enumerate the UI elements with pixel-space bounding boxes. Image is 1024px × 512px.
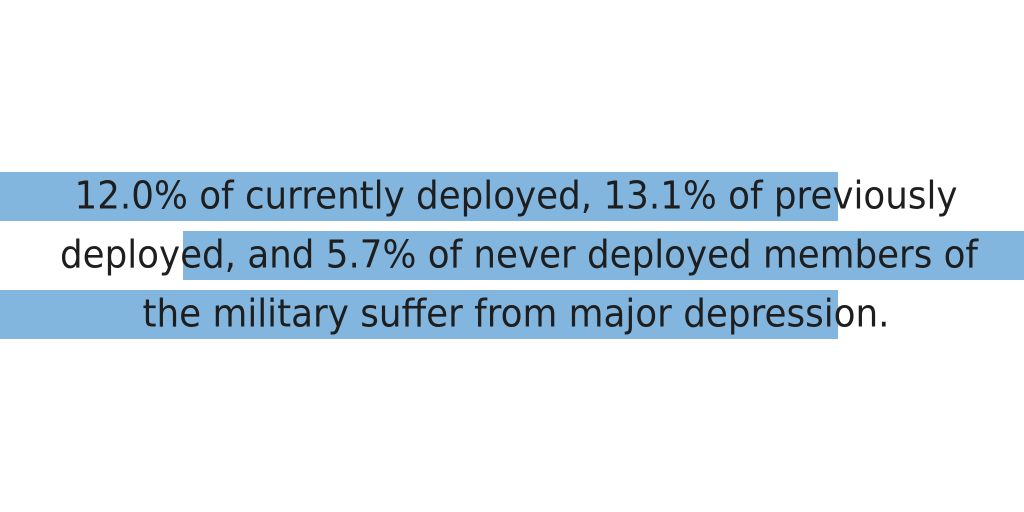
highlight-bar bbox=[0, 290, 838, 339]
text-line: the military suffer from major depressio… bbox=[143, 292, 890, 336]
highlight-bar bbox=[0, 172, 838, 221]
highlight-bar bbox=[183, 231, 1024, 280]
text-line: deployed, and 5.7% of never deployed mem… bbox=[60, 233, 980, 277]
text-line: 12.0% of currently deployed, 13.1% of pr… bbox=[75, 174, 958, 218]
